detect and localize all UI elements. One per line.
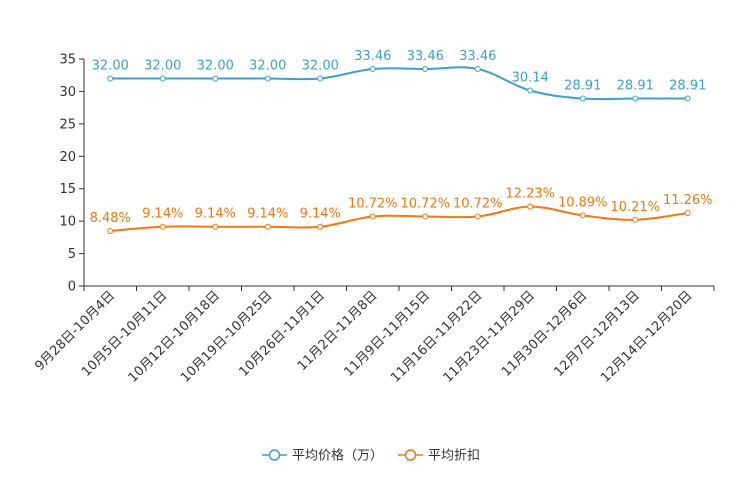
data-point [684, 95, 691, 102]
data-label: 32.00 [144, 58, 181, 73]
series-line [110, 66, 688, 101]
data-label: 32.00 [249, 58, 286, 73]
y-tick-label: 10 [59, 215, 76, 230]
data-label: 10.21% [610, 200, 660, 215]
data-label: 32.00 [92, 58, 129, 73]
legend-marker-icon [404, 449, 417, 461]
y-tick-label: 30 [59, 85, 76, 100]
x-tick-label: 11月16日-11月22日 [388, 288, 485, 385]
legend-item-2[interactable]: 平均折扣 [398, 449, 480, 464]
legend-label: 平均价格（万） [292, 448, 383, 464]
data-label: 8.48% [90, 211, 131, 226]
x-tick-label: 10月19日-10月25日 [178, 288, 275, 385]
data-point [212, 75, 219, 82]
data-point [264, 223, 271, 230]
data-point [579, 212, 586, 219]
data-point [474, 213, 481, 220]
data-point [212, 223, 219, 230]
y-tick-label: 0 [68, 280, 76, 295]
data-label: 32.00 [197, 58, 234, 73]
data-label: 10.72% [348, 196, 398, 211]
data-label: 28.91 [564, 78, 601, 93]
legend-marker-icon [268, 449, 281, 461]
data-point [579, 95, 586, 102]
data-label: 33.46 [459, 49, 496, 64]
data-point [474, 65, 481, 72]
data-point [107, 228, 114, 235]
data-point [684, 209, 691, 216]
data-point [317, 75, 324, 82]
data-label: 9.14% [247, 207, 288, 222]
series-line [110, 205, 688, 232]
series-2: 8.48% 9.14% 9.14% 9.14% 9.14%10.72% 10.72% 10.… [90, 187, 713, 235]
data-label: 28.91 [669, 78, 706, 93]
legend-label: 平均折扣 [428, 449, 480, 464]
data-point [317, 223, 324, 230]
data-label: 33.46 [407, 49, 444, 64]
data-point [369, 65, 376, 72]
y-tick-label: 5 [68, 247, 76, 262]
x-tick-label: 10月12日-10月18日 [126, 288, 223, 385]
data-point [369, 213, 376, 220]
data-label: 9.14% [300, 207, 341, 222]
data-label: 10.89% [558, 195, 608, 210]
data-label: 9.14% [142, 207, 183, 222]
y-tick-label: 25 [59, 117, 76, 132]
y-tick-label: 20 [59, 150, 76, 165]
legend-item-1[interactable]: 平均价格（万） [262, 448, 383, 464]
data-label: 28.91 [617, 78, 654, 93]
data-point [632, 95, 639, 102]
x-tick-label: 12月14日-12月20日 [598, 288, 695, 385]
data-point [422, 213, 429, 220]
data-point [264, 75, 271, 82]
data-label: 10.72% [400, 196, 450, 211]
data-point [159, 75, 166, 82]
series-layer: 32.00 32.00 32.00 32.00 32.00 33.46 33.46 33.46… [90, 49, 713, 235]
y-tick-label: 35 [59, 53, 76, 68]
data-point [422, 65, 429, 72]
y-tick-label: 15 [59, 182, 76, 197]
data-label: 30.14 [512, 71, 549, 86]
data-label: 33.46 [354, 49, 391, 64]
data-point [632, 216, 639, 223]
data-point [159, 223, 166, 230]
data-label: 10.72% [453, 196, 503, 211]
legend: 平均价格（万） 平均折扣 [262, 448, 480, 464]
series-1: 32.00 32.00 32.00 32.00 32.00 33.46 33.46 33.46… [92, 49, 706, 102]
data-label: 9.14% [195, 207, 236, 222]
data-label: 11.26% [663, 193, 713, 208]
data-point [527, 203, 534, 210]
data-label: 12.23% [505, 187, 555, 202]
x-tick-label: 11月23日-11月29日 [441, 288, 538, 385]
data-label: 32.00 [302, 58, 339, 73]
data-point [527, 87, 534, 94]
data-point [107, 75, 114, 82]
